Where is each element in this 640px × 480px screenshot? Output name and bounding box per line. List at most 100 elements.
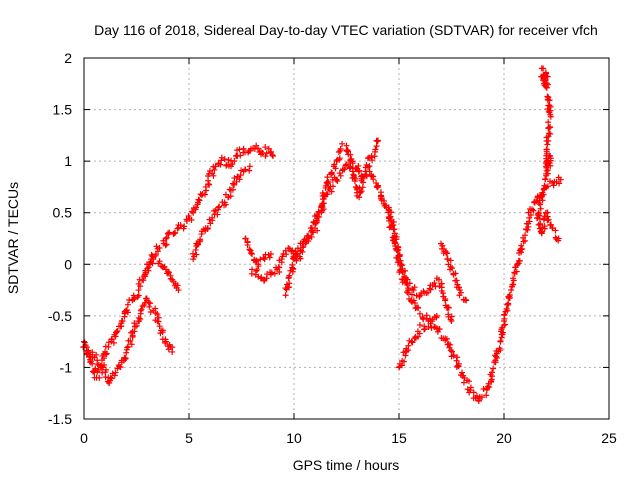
data-point-fill bbox=[427, 286, 434, 293]
data-point-fill bbox=[207, 220, 214, 227]
data-point-fill bbox=[114, 327, 121, 334]
data-point-fill bbox=[325, 179, 332, 186]
data-point-fill bbox=[402, 267, 409, 274]
data-points bbox=[80, 65, 564, 405]
data-point-fill bbox=[522, 237, 529, 244]
data-point bbox=[177, 222, 184, 229]
data-point-fill bbox=[192, 246, 199, 253]
data-point-fill bbox=[268, 148, 275, 155]
data-point-fill bbox=[550, 182, 557, 189]
data-point-fill bbox=[537, 205, 544, 212]
data-point-fill bbox=[315, 208, 322, 215]
data-point-fill bbox=[190, 250, 197, 257]
data-point-fill bbox=[214, 211, 221, 218]
data-point-fill bbox=[404, 276, 411, 283]
data-point-fill bbox=[328, 188, 335, 195]
x-axis-label: GPS time / hours bbox=[293, 457, 400, 473]
data-point-fill bbox=[497, 347, 504, 354]
data-point-fill bbox=[206, 181, 213, 188]
data-point bbox=[435, 276, 442, 283]
data-point-fill bbox=[156, 244, 163, 251]
data-point-fill bbox=[161, 263, 168, 270]
data-point-fill bbox=[246, 167, 253, 174]
data-point bbox=[555, 235, 562, 242]
data-point-fill bbox=[288, 248, 295, 255]
data-point bbox=[112, 369, 119, 376]
data-point bbox=[267, 250, 274, 257]
data-point-fill bbox=[518, 242, 525, 249]
data-point-fill bbox=[197, 237, 204, 244]
data-point-fill bbox=[210, 172, 217, 179]
data-point bbox=[246, 163, 253, 170]
data-point-fill bbox=[405, 342, 412, 349]
data-point-fill bbox=[314, 227, 321, 234]
data-point-fill bbox=[455, 363, 462, 370]
data-point-fill bbox=[128, 341, 135, 348]
data-point-fill bbox=[492, 353, 499, 360]
data-point-fill bbox=[322, 193, 329, 200]
data-point bbox=[125, 343, 132, 350]
data-point-fill bbox=[516, 257, 523, 264]
data-point-fill bbox=[113, 328, 120, 335]
data-point-fill bbox=[387, 213, 394, 220]
y-tick-label: 2 bbox=[64, 50, 72, 66]
data-point bbox=[270, 152, 276, 159]
data-point-fill bbox=[401, 273, 408, 280]
data-point-fill bbox=[436, 326, 443, 333]
data-point-fill bbox=[527, 211, 534, 218]
data-point-fill bbox=[154, 248, 161, 255]
data-point bbox=[156, 323, 163, 330]
data-point-fill bbox=[92, 365, 99, 372]
data-point-fill bbox=[447, 341, 454, 348]
data-point-fill bbox=[541, 223, 548, 230]
data-point-fill bbox=[212, 163, 219, 170]
data-point-fill bbox=[546, 97, 553, 104]
data-point-fill bbox=[370, 176, 377, 183]
data-point-fill bbox=[218, 154, 225, 161]
data-point-fill bbox=[248, 250, 255, 257]
data-point-fill bbox=[285, 274, 292, 281]
data-point-fill bbox=[137, 315, 144, 322]
x-tick-label: 15 bbox=[391, 430, 407, 446]
data-point-fill bbox=[196, 197, 203, 204]
data-point bbox=[448, 318, 455, 325]
data-point-fill bbox=[545, 119, 552, 126]
data-point bbox=[190, 256, 197, 263]
data-point-fill bbox=[465, 378, 472, 385]
data-point-fill bbox=[440, 293, 447, 300]
data-point-fill bbox=[251, 145, 258, 152]
y-tick-label: -0.5 bbox=[48, 308, 72, 324]
data-point-fill bbox=[94, 361, 101, 368]
data-point-fill bbox=[505, 300, 512, 307]
data-point-fill bbox=[450, 352, 457, 359]
data-point-fill bbox=[445, 304, 452, 311]
data-point-fill bbox=[89, 360, 96, 367]
data-point-fill bbox=[205, 181, 212, 188]
data-point bbox=[215, 204, 222, 211]
data-point-fill bbox=[255, 263, 262, 270]
data-point-fill bbox=[337, 145, 344, 152]
data-point bbox=[421, 323, 428, 330]
data-point-fill bbox=[478, 394, 485, 401]
data-point-fill bbox=[502, 321, 509, 328]
data-point-fill bbox=[330, 183, 337, 190]
data-point-fill bbox=[393, 246, 400, 253]
data-point-fill bbox=[416, 321, 423, 328]
data-point-fill bbox=[406, 280, 413, 287]
data-point-fill bbox=[368, 154, 375, 161]
data-point-fill bbox=[443, 335, 450, 342]
data-point-fill bbox=[409, 339, 416, 346]
data-point-fill bbox=[543, 172, 550, 179]
data-point-fill bbox=[396, 253, 403, 260]
data-point-fill bbox=[421, 326, 428, 333]
y-tick-label: -1 bbox=[60, 359, 73, 375]
chart-title: Day 116 of 2018, Sidereal Day-to-day VTE… bbox=[94, 22, 598, 38]
data-point-fill bbox=[333, 176, 340, 183]
data-point-fill bbox=[426, 285, 433, 292]
data-point-fill bbox=[411, 284, 418, 291]
data-point bbox=[282, 292, 289, 299]
data-point-fill bbox=[545, 108, 552, 115]
data-point-fill bbox=[513, 268, 520, 275]
data-point-fill bbox=[278, 259, 285, 266]
data-point-fill bbox=[497, 338, 504, 345]
